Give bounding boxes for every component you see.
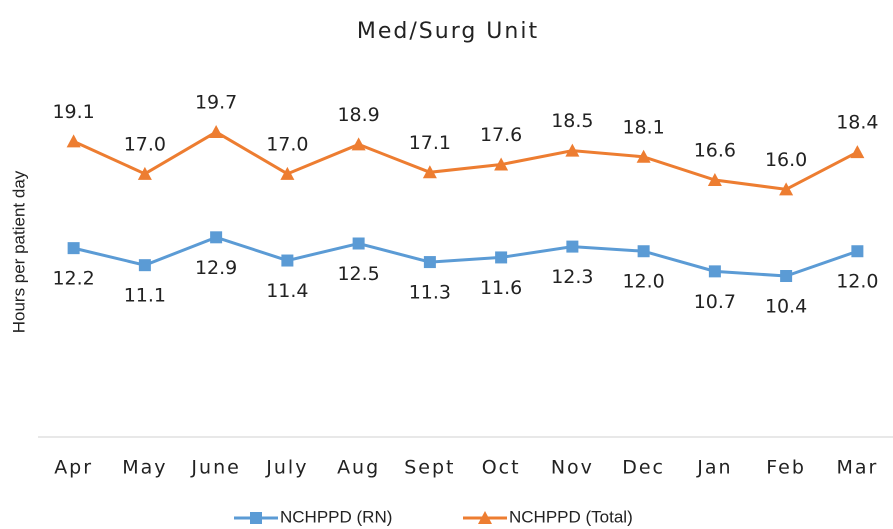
data-label: 12.0	[622, 271, 664, 293]
data-point	[637, 245, 650, 258]
data-point	[423, 256, 436, 269]
data-point	[138, 259, 151, 272]
x-tick-label: Sept	[404, 457, 455, 479]
data-label: 18.4	[836, 112, 878, 134]
data-label: 10.7	[694, 291, 736, 313]
data-label: 16.0	[765, 149, 807, 171]
x-tick-label: May	[122, 457, 167, 479]
data-point	[850, 145, 865, 159]
data-point	[422, 165, 437, 179]
x-tick-label: Nov	[551, 457, 594, 479]
data-label: 10.4	[765, 296, 807, 318]
data-point	[281, 254, 294, 267]
data-label: 19.1	[52, 101, 94, 123]
x-tick-label: July	[265, 457, 308, 479]
data-point	[708, 265, 721, 278]
data-point	[779, 182, 794, 196]
data-point	[351, 137, 366, 151]
data-label: 12.9	[195, 257, 237, 279]
data-label: 11.3	[409, 282, 451, 304]
data-label: 19.7	[195, 92, 237, 114]
x-tick-label: Jan	[696, 457, 732, 479]
data-point	[851, 245, 864, 258]
data-label: 17.6	[480, 124, 522, 146]
series-line	[73, 130, 859, 191]
x-tick-label: Feb	[766, 457, 806, 479]
data-point	[566, 240, 579, 253]
data-label: 12.0	[836, 271, 878, 293]
series-line	[73, 235, 858, 278]
data-point	[209, 125, 224, 139]
data-label: 17.0	[266, 133, 308, 155]
data-label: 18.5	[551, 110, 593, 132]
data-label: 11.6	[480, 277, 522, 299]
data-label: 12.5	[337, 263, 379, 285]
legend-marker	[478, 511, 492, 524]
x-tick-label: Apr	[54, 457, 93, 479]
data-label: 11.1	[124, 285, 166, 307]
data-point	[137, 166, 152, 180]
data-point	[66, 134, 81, 148]
data-point	[494, 157, 509, 171]
data-label: 12.2	[52, 268, 94, 290]
y-axis-label: Hours per patient day	[9, 170, 28, 333]
legend-marker	[250, 512, 262, 524]
data-point	[636, 149, 651, 163]
data-label: 12.3	[551, 266, 593, 288]
x-tick-label: Mar	[836, 457, 878, 479]
legend-label: NCHPPD (Total)	[509, 507, 633, 526]
x-tick-label: Oct	[482, 457, 521, 479]
x-tick-label: Dec	[622, 457, 665, 479]
data-point	[352, 237, 365, 250]
x-tick-label: Aug	[337, 457, 380, 479]
legend-label: NCHPPD (RN)	[280, 507, 392, 526]
data-label: 16.6	[694, 140, 736, 162]
data-point	[210, 231, 223, 244]
data-label: 18.1	[622, 116, 664, 138]
chart-title: Med/Surg Unit	[357, 19, 539, 44]
data-label: 17.0	[124, 133, 166, 155]
data-point	[67, 242, 80, 255]
data-label: 18.9	[337, 104, 379, 126]
data-point	[707, 173, 722, 187]
x-tick-label: June	[190, 457, 240, 479]
data-label: 11.4	[266, 280, 308, 302]
data-label: 17.1	[409, 132, 451, 154]
data-point	[780, 270, 793, 283]
data-point	[280, 166, 295, 180]
data-point	[495, 251, 508, 264]
data-point	[565, 143, 580, 157]
